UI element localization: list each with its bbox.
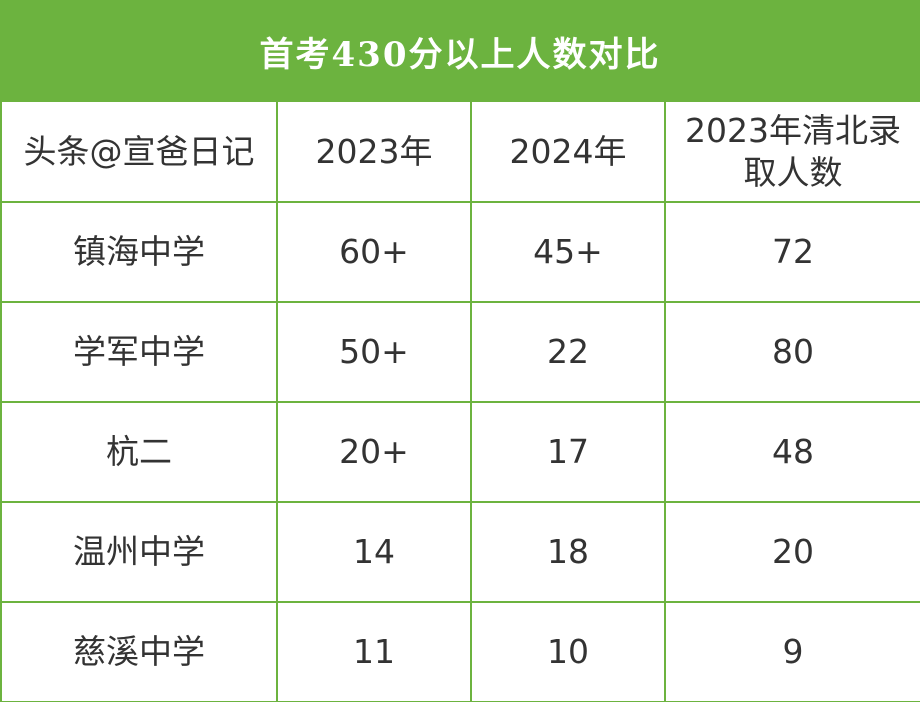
header-2023: 2023年 (276, 102, 472, 203)
header-source-label: 头条@宣爸日记 (0, 102, 278, 203)
table-row: 慈溪中学 11 10 9 (0, 601, 920, 702)
comparison-table: 头条@宣爸日记 2023年 2024年 2023年清北录取人数 镇海中学 60+… (0, 102, 920, 702)
table-row: 杭二 20+ 17 48 (0, 401, 920, 503)
qingbei-count: 9 (664, 601, 920, 702)
header-row: 头条@宣爸日记 2023年 2024年 2023年清北录取人数 (0, 102, 920, 203)
school-name: 温州中学 (0, 501, 278, 603)
count-2023: 20+ (276, 401, 472, 503)
count-2023: 50+ (276, 301, 472, 403)
count-2024: 45+ (470, 201, 666, 303)
table-title: 首考430分以上人数对比 (0, 0, 920, 102)
school-name: 杭二 (0, 401, 278, 503)
count-2024: 22 (470, 301, 666, 403)
qingbei-count: 20 (664, 501, 920, 603)
count-2024: 17 (470, 401, 666, 503)
count-2023: 11 (276, 601, 472, 702)
header-qingbei-2023: 2023年清北录取人数 (664, 102, 920, 203)
count-2024: 10 (470, 601, 666, 702)
count-2023: 60+ (276, 201, 472, 303)
header-2024: 2024年 (470, 102, 666, 203)
header-qingbei-label: 2023年清北录取人数 (685, 111, 901, 192)
qingbei-count: 80 (664, 301, 920, 403)
qingbei-count: 72 (664, 201, 920, 303)
table-row: 镇海中学 60+ 45+ 72 (0, 201, 920, 303)
table-row: 温州中学 14 18 20 (0, 501, 920, 603)
count-2023: 14 (276, 501, 472, 603)
school-name: 慈溪中学 (0, 601, 278, 702)
school-name: 镇海中学 (0, 201, 278, 303)
count-2024: 18 (470, 501, 666, 603)
school-name: 学军中学 (0, 301, 278, 403)
qingbei-count: 48 (664, 401, 920, 503)
table-row: 学军中学 50+ 22 80 (0, 301, 920, 403)
